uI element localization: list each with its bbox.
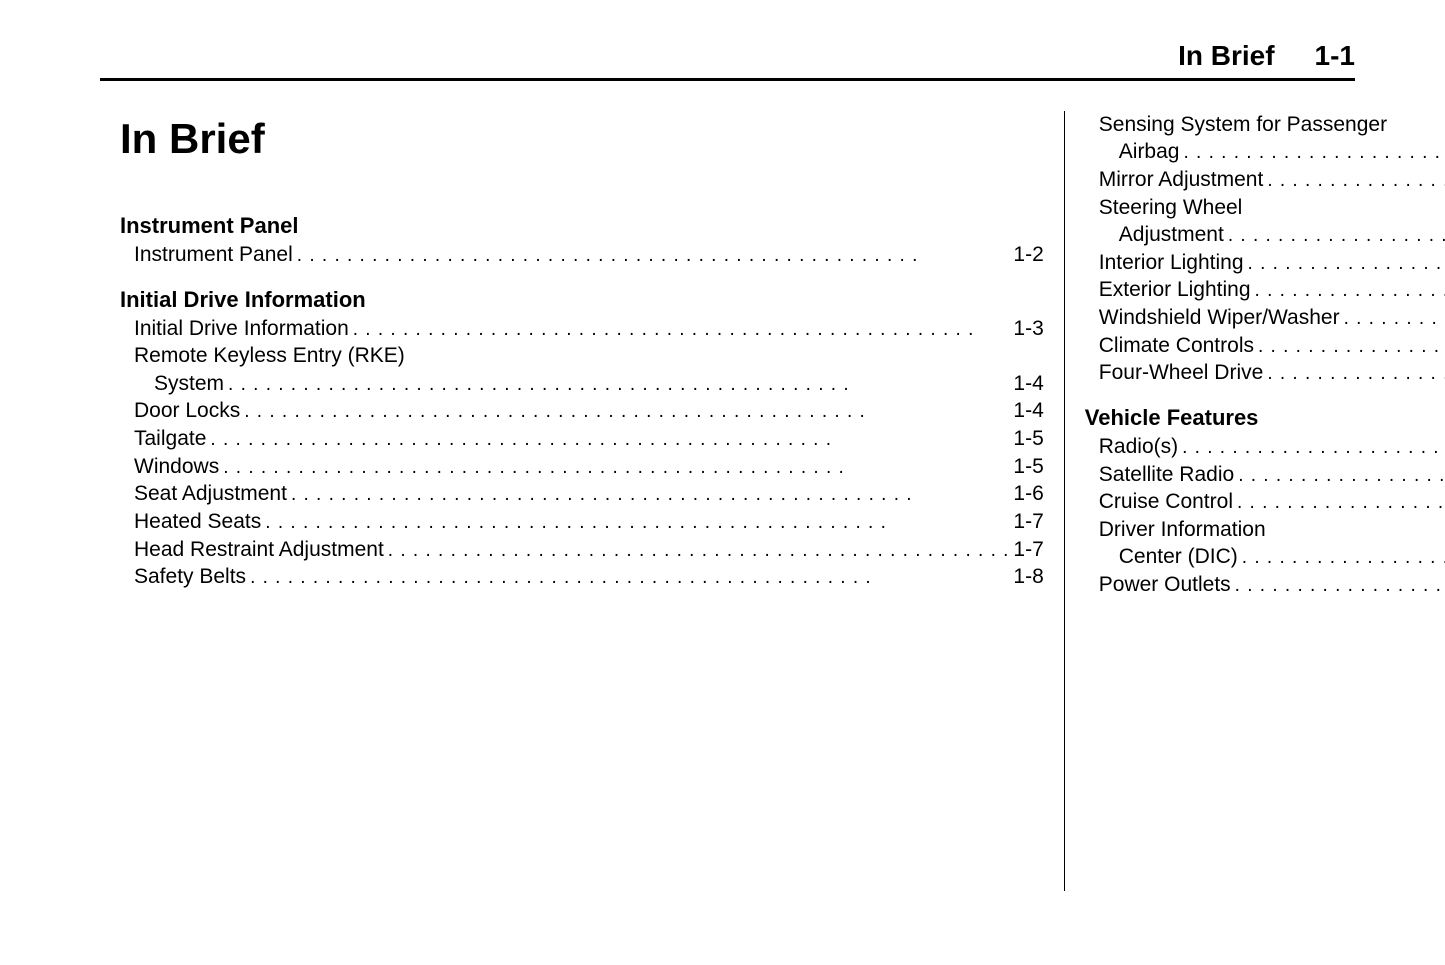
toc-leader-dots xyxy=(291,480,1009,508)
toc-entry: Windshield Wiper/Washer1-11 xyxy=(1085,304,1445,332)
toc-leader-dots xyxy=(1182,433,1445,461)
toc-entry: Driver InformationCenter (DIC)1-16 xyxy=(1085,516,1445,571)
toc-entry: Radio(s)1-14 xyxy=(1085,433,1445,461)
toc-entry: Safety Belts 1-8 xyxy=(120,563,1044,591)
toc-entry: Windows 1-5 xyxy=(120,453,1044,481)
toc-leader-dots xyxy=(265,508,1009,536)
toc-leader-dots xyxy=(210,425,1009,453)
toc-entry-page: 1-4 xyxy=(1013,370,1043,397)
toc-entry-label: Seat Adjustment xyxy=(134,480,287,507)
toc-column: In Brief Instrument PanelInstrument Panel… xyxy=(100,111,1064,891)
toc-leader-dots xyxy=(1267,359,1445,387)
page-header: In Brief 1-1 xyxy=(100,40,1355,81)
toc-entry-continuation: System 1-4 xyxy=(134,370,1044,398)
toc-leader-dots xyxy=(1344,304,1445,332)
toc-entry-label: Door Locks xyxy=(134,397,240,424)
toc-entry: Tailgate 1-5 xyxy=(120,425,1044,453)
toc-entry: Initial Drive Information 1-3 xyxy=(120,315,1044,343)
toc-entry-label: Steering Wheel xyxy=(1099,194,1445,221)
toc-entry-continuation: Center (DIC)1-16 xyxy=(1099,543,1445,571)
toc-leader-dots xyxy=(1183,138,1445,166)
toc-entry: Power Outlets1-16 xyxy=(1085,571,1445,599)
toc-entry-page: 1-3 xyxy=(1013,315,1043,342)
toc-entry-page: 1-6 xyxy=(1013,480,1043,507)
toc-entry-label: Interior Lighting xyxy=(1099,249,1244,276)
toc-entry: Head Restraint Adjustment 1-7 xyxy=(120,536,1044,564)
toc-entry: Heated Seats 1-7 xyxy=(120,508,1044,536)
toc-entry: Climate Controls1-12 xyxy=(1085,332,1445,360)
toc-entry-label: Exterior Lighting xyxy=(1099,276,1251,303)
toc-entry: Remote Keyless Entry (RKE)System 1-4 xyxy=(120,342,1044,397)
toc-entry-page: 1-5 xyxy=(1013,425,1043,452)
toc-entry-label: Tailgate xyxy=(134,425,206,452)
toc-entry-label: Heated Seats xyxy=(134,508,261,535)
toc-entry-page: 1-2 xyxy=(1013,241,1043,268)
toc-entry-label: Airbag xyxy=(1119,138,1180,165)
header-title: In Brief xyxy=(1178,40,1274,72)
toc-entry-label: System xyxy=(154,370,224,397)
toc-leader-dots xyxy=(250,563,1009,591)
toc-leader-dots xyxy=(228,370,1009,398)
toc-entry: Interior Lighting1-10 xyxy=(1085,249,1445,277)
toc-leader-dots xyxy=(1258,332,1445,360)
toc-section-heading: Initial Drive Information xyxy=(120,287,1044,313)
toc-leader-dots xyxy=(1235,571,1445,599)
toc-entry-label: Instrument Panel xyxy=(134,241,293,268)
toc-entry-page: 1-5 xyxy=(1013,453,1043,480)
toc-entry-label: Sensing System for Passenger xyxy=(1099,111,1445,138)
toc-entry-label: Head Restraint Adjustment xyxy=(134,536,384,563)
toc-leader-dots xyxy=(1237,488,1445,516)
toc-entry-page: 1-4 xyxy=(1013,397,1043,424)
toc-entry-label: Mirror Adjustment xyxy=(1099,166,1264,193)
toc-entry-label: Radio(s) xyxy=(1099,433,1178,460)
toc-entry: Exterior Lighting1-11 xyxy=(1085,276,1445,304)
header-page-number: 1-1 xyxy=(1315,40,1355,72)
toc-entry-label: Satellite Radio xyxy=(1099,461,1234,488)
toc-entry: Sensing System for PassengerAirbag1-8 xyxy=(1085,111,1445,166)
toc-entry-label: Windows xyxy=(134,453,219,480)
toc-entry-page: 1-7 xyxy=(1013,508,1043,535)
toc-entry: Cruise Control1-15 xyxy=(1085,488,1445,516)
toc-leader-dots xyxy=(1248,249,1445,277)
toc-entry: Seat Adjustment 1-6 xyxy=(120,480,1044,508)
toc-entry-label: Remote Keyless Entry (RKE) xyxy=(134,342,1044,369)
toc-leader-dots xyxy=(1267,166,1445,194)
toc-entry-continuation: Adjustment1-10 xyxy=(1099,221,1445,249)
toc-entry-continuation: Airbag1-8 xyxy=(1099,138,1445,166)
toc-entry: Satellite Radio1-15 xyxy=(1085,461,1445,489)
toc-entry-label: Driver Information xyxy=(1099,516,1445,543)
toc-leader-dots xyxy=(388,536,1010,564)
page: In Brief 1-1 In Brief Instrument PanelIns… xyxy=(0,0,1445,965)
toc-entry-label: Climate Controls xyxy=(1099,332,1254,359)
toc-entry: Instrument Panel 1-2 xyxy=(120,241,1044,269)
toc-leader-dots xyxy=(223,453,1009,481)
toc-entry-label: Center (DIC) xyxy=(1119,543,1238,570)
toc-entry: Mirror Adjustment1-9 xyxy=(1085,166,1445,194)
toc-leader-dots xyxy=(1242,543,1445,571)
toc-entry-label: Safety Belts xyxy=(134,563,246,590)
chapter-title: In Brief xyxy=(120,115,1044,163)
toc-entry-label: Initial Drive Information xyxy=(134,315,349,342)
toc-entry-page: 1-8 xyxy=(1013,563,1043,590)
toc-column: Sensing System for PassengerAirbag1-8Mir… xyxy=(1064,111,1445,891)
toc-columns: In Brief Instrument PanelInstrument Panel… xyxy=(100,111,1355,891)
toc-section-heading: Instrument Panel xyxy=(120,213,1044,239)
toc-entry-label: Adjustment xyxy=(1119,221,1224,248)
toc-leader-dots xyxy=(353,315,1010,343)
toc-leader-dots xyxy=(1255,276,1445,304)
toc-entry: Door Locks 1-4 xyxy=(120,397,1044,425)
toc-leader-dots xyxy=(1238,461,1445,489)
toc-entry-page: 1-7 xyxy=(1013,536,1043,563)
toc-entry: Four-Wheel Drive1-13 xyxy=(1085,359,1445,387)
toc-leader-dots xyxy=(1228,221,1445,249)
toc-entry: Steering WheelAdjustment1-10 xyxy=(1085,194,1445,249)
toc-entry-label: Windshield Wiper/Washer xyxy=(1099,304,1340,331)
toc-entry-label: Four-Wheel Drive xyxy=(1099,359,1264,386)
toc-leader-dots xyxy=(244,397,1009,425)
toc-entry-label: Cruise Control xyxy=(1099,488,1233,515)
toc-entry-label: Power Outlets xyxy=(1099,571,1231,598)
toc-section-heading: Vehicle Features xyxy=(1085,405,1445,431)
toc-leader-dots xyxy=(297,241,1010,269)
